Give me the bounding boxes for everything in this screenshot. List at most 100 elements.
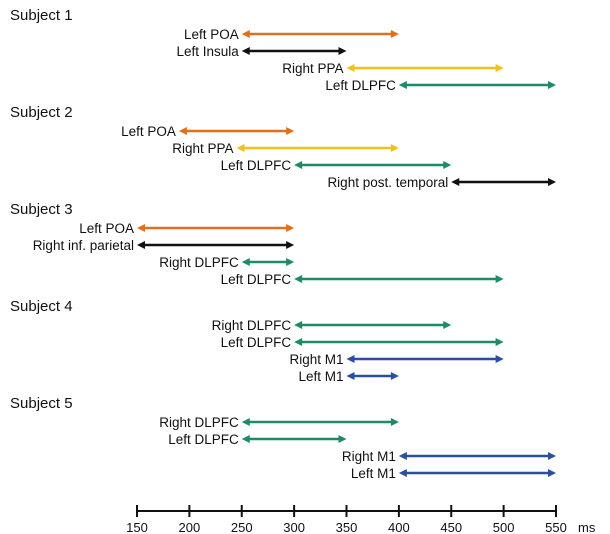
interval-row: Right M1 bbox=[289, 352, 504, 367]
axis-tick-label: 250 bbox=[231, 520, 253, 534]
region-label: Left DLPFC bbox=[221, 335, 292, 350]
axis-tick-label: 400 bbox=[388, 520, 410, 534]
interval-start-arrowhead bbox=[346, 64, 355, 72]
interval-start-arrowhead bbox=[398, 81, 407, 89]
interval-end-arrowhead bbox=[443, 321, 452, 329]
region-label: Right inf. parietal bbox=[33, 238, 134, 253]
interval-row: Left DLPFC bbox=[221, 272, 504, 287]
region-label: Left DLPFC bbox=[325, 78, 396, 93]
interval-start-arrowhead bbox=[241, 258, 250, 266]
interval-start-arrowhead bbox=[346, 355, 355, 363]
region-label: Left Insula bbox=[176, 44, 239, 59]
interval-end-arrowhead bbox=[495, 64, 504, 72]
interval-row: Right inf. parietal bbox=[33, 238, 295, 253]
interval-start-arrowhead bbox=[241, 30, 250, 38]
interval-row: Left Insula bbox=[176, 44, 347, 59]
interval-start-arrowhead bbox=[294, 275, 303, 283]
interval-row: Right DLPFC bbox=[212, 318, 452, 333]
interval-start-arrowhead bbox=[236, 144, 245, 152]
region-label: Left DLPFC bbox=[221, 272, 292, 287]
interval-start-arrowhead bbox=[241, 47, 250, 55]
interval-end-arrowhead bbox=[495, 275, 504, 283]
region-label: Right DLPFC bbox=[212, 318, 292, 333]
region-label: Left POA bbox=[184, 27, 239, 42]
interval-row: Left POA bbox=[121, 124, 295, 139]
interval-end-arrowhead bbox=[495, 355, 504, 363]
interval-row: Left DLPFC bbox=[221, 158, 452, 173]
subject-title: Subject 2 bbox=[10, 104, 73, 121]
interval-end-arrowhead bbox=[390, 418, 399, 426]
interval-end-arrowhead bbox=[338, 47, 347, 55]
interval-row: Right post. temporal bbox=[327, 175, 556, 190]
interval-row: Left POA bbox=[184, 27, 399, 42]
axis-tick-label: 500 bbox=[493, 520, 515, 534]
axis-tick-label: 150 bbox=[126, 520, 148, 534]
subject-groups: Subject 1 Left POA Left Insula Right PPA Lef… bbox=[10, 7, 556, 481]
interval-start-arrowhead bbox=[178, 127, 187, 135]
interval-row: Left POA bbox=[79, 221, 295, 236]
interval-end-arrowhead bbox=[390, 144, 399, 152]
interval-end-arrowhead bbox=[390, 372, 399, 380]
region-label: Left DLPFC bbox=[221, 158, 292, 173]
interval-start-arrowhead bbox=[241, 418, 250, 426]
region-label: Right M1 bbox=[289, 352, 343, 367]
subject-group: Subject 2 Left POA Right PPA Left DLPFC Righ… bbox=[10, 104, 556, 190]
interval-row: Left DLPFC bbox=[168, 432, 347, 447]
interval-start-arrowhead bbox=[241, 435, 250, 443]
subject-group: Subject 3 Left POA Right inf. parietal Righ… bbox=[10, 201, 504, 287]
axis-tick-label: 200 bbox=[179, 520, 201, 534]
time-axis: 150 200 250 300 350 400 450 500 550 ms bbox=[126, 505, 596, 534]
region-label: Left POA bbox=[121, 124, 176, 139]
interval-end-arrowhead bbox=[286, 258, 295, 266]
region-label: Left DLPFC bbox=[168, 432, 239, 447]
subject-group: Subject 1 Left POA Left Insula Right PPA Lef… bbox=[10, 7, 556, 93]
interval-end-arrowhead bbox=[548, 178, 556, 186]
subject-title: Subject 5 bbox=[10, 395, 73, 412]
interval-start-arrowhead bbox=[451, 178, 460, 186]
region-label: Right DLPFC bbox=[159, 255, 239, 270]
interval-end-arrowhead bbox=[443, 161, 452, 169]
subject-group: Subject 4 Right DLPFC Left DLPFC Right M1 Le… bbox=[10, 298, 504, 384]
interval-row: Right DLPFC bbox=[159, 415, 399, 430]
axis-tick-label: 300 bbox=[283, 520, 305, 534]
interval-end-arrowhead bbox=[286, 241, 295, 249]
interval-end-arrowhead bbox=[495, 338, 504, 346]
interval-row: Right M1 bbox=[342, 449, 556, 464]
region-label: Left M1 bbox=[298, 369, 343, 384]
interval-start-arrowhead bbox=[294, 338, 303, 346]
axis-tick-label: 550 bbox=[545, 520, 567, 534]
interval-end-arrowhead bbox=[286, 224, 295, 232]
interval-start-arrowhead bbox=[346, 372, 355, 380]
interval-end-arrowhead bbox=[338, 435, 347, 443]
region-label: Right DLPFC bbox=[159, 415, 239, 430]
interval-row: Right DLPFC bbox=[159, 255, 295, 270]
region-label: Right PPA bbox=[172, 141, 233, 156]
region-label: Right M1 bbox=[342, 449, 396, 464]
region-label: Right post. temporal bbox=[327, 175, 448, 190]
interval-start-arrowhead bbox=[398, 452, 407, 460]
interval-start-arrowhead bbox=[294, 161, 303, 169]
interval-row: Right PPA bbox=[282, 61, 504, 76]
interval-row: Left DLPFC bbox=[221, 335, 504, 350]
axis-unit-label: ms bbox=[578, 520, 596, 534]
axis-tick-label: 450 bbox=[440, 520, 462, 534]
interval-start-arrowhead bbox=[137, 224, 145, 232]
interval-end-arrowhead bbox=[390, 30, 399, 38]
subject-title: Subject 3 bbox=[10, 201, 73, 218]
subject-group: Subject 5 Right DLPFC Left DLPFC Right M1 Le… bbox=[10, 395, 556, 481]
region-label: Left POA bbox=[79, 221, 134, 236]
interval-end-arrowhead bbox=[286, 127, 295, 135]
interval-row: Left DLPFC bbox=[325, 78, 556, 93]
subject-title: Subject 4 bbox=[10, 298, 73, 315]
region-label: Left M1 bbox=[351, 466, 396, 481]
interval-row: Left M1 bbox=[298, 369, 399, 384]
interval-end-arrowhead bbox=[548, 452, 556, 460]
interval-start-arrowhead bbox=[398, 469, 407, 477]
interval-row: Right PPA bbox=[172, 141, 399, 156]
interval-start-arrowhead bbox=[137, 241, 145, 249]
interval-end-arrowhead bbox=[548, 469, 556, 477]
axis-tick-label: 350 bbox=[336, 520, 358, 534]
interval-end-arrowhead bbox=[548, 81, 556, 89]
subject-title: Subject 1 bbox=[10, 7, 73, 24]
